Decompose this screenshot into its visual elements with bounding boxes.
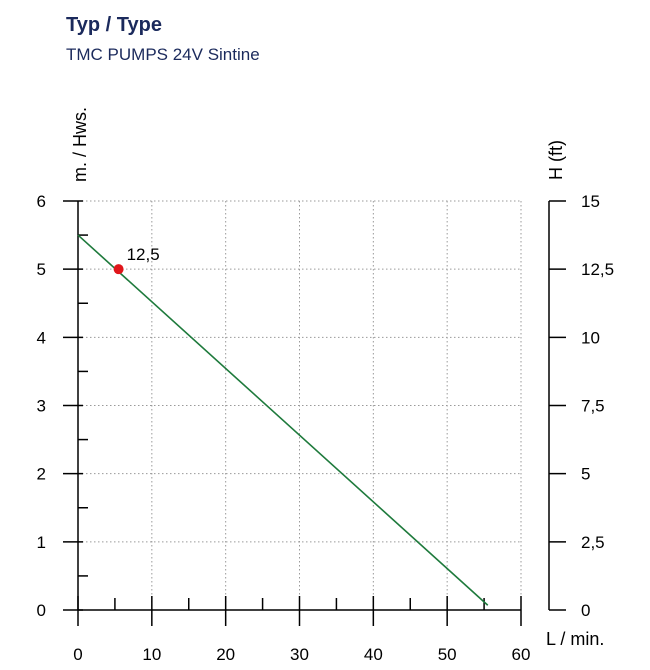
x-tick-label: 50	[438, 645, 457, 664]
x-tick-label: 20	[216, 645, 235, 664]
y-tick-label-right: 12,5	[581, 260, 614, 279]
y-tick-label-left: 2	[37, 465, 46, 484]
chart-title: Typ / Type	[66, 14, 162, 36]
x-tick-label: 30	[290, 645, 309, 664]
y-axis-label-right: H (ft)	[546, 140, 566, 180]
x-tick-label: 40	[364, 645, 383, 664]
y-tick-label-right: 5	[581, 465, 590, 484]
operating-point-label: 12,5	[127, 245, 160, 264]
y-tick-label-left: 0	[37, 601, 46, 620]
pump-curve-line	[77, 234, 489, 606]
y-tick-label-right: 2,5	[581, 533, 605, 552]
y-tick-label-left: 4	[37, 328, 46, 347]
y-tick-label-right: 10	[581, 328, 600, 347]
y-tick-label-right: 15	[581, 192, 600, 211]
y-tick-label-left: 3	[37, 397, 46, 416]
chart-subtitle: TMC PUMPS 24V Sintine	[66, 45, 260, 64]
x-tick-label: 10	[142, 645, 161, 664]
y-tick-label-right: 0	[581, 601, 590, 620]
x-tick-label: 0	[73, 645, 82, 664]
operating-point-marker	[113, 264, 124, 275]
y-tick-label-right: 7,5	[581, 397, 605, 416]
x-axis-label: L / min.	[546, 629, 604, 649]
y-tick-label-left: 5	[37, 260, 46, 279]
x-tick-label: 60	[512, 645, 531, 664]
y-tick-label-left: 6	[37, 192, 46, 211]
y-axis-label-left: m. / Hws.	[70, 107, 90, 182]
y-tick-label-left: 1	[37, 533, 46, 552]
